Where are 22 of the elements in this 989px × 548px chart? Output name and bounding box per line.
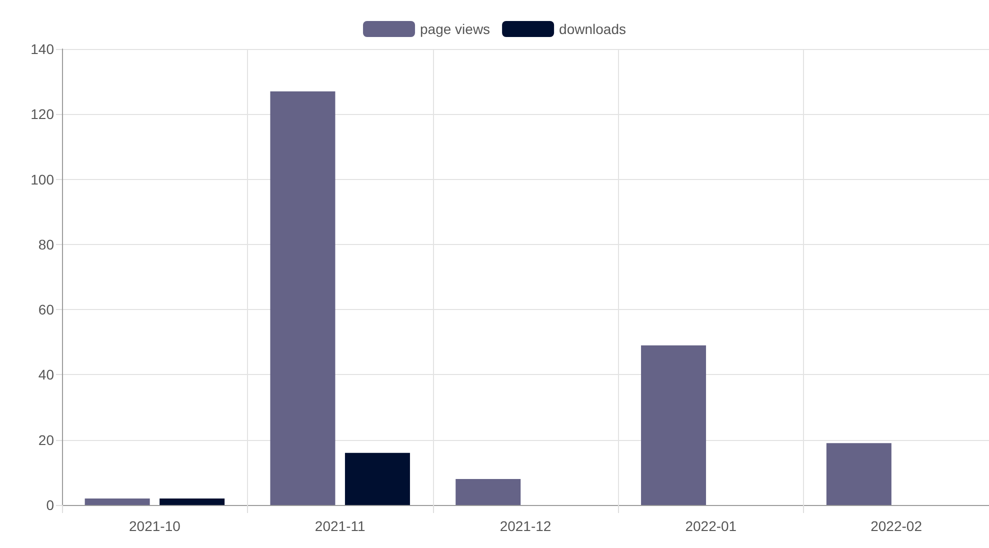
legend-label: page views <box>420 21 490 37</box>
bar <box>160 498 225 505</box>
y-tick-label: 100 <box>30 171 54 188</box>
x-tick-label: 2021-10 <box>129 518 181 534</box>
y-tick-label: 60 <box>38 302 54 318</box>
x-tick-label: 2021-12 <box>500 518 552 534</box>
bar <box>641 345 706 505</box>
y-tick-label: 0 <box>46 497 54 513</box>
bar <box>84 498 150 505</box>
y-tick-label: 140 <box>30 41 54 57</box>
legend-label: downloads <box>559 21 626 37</box>
x-tick-label: 2022-02 <box>870 518 922 534</box>
bar <box>826 443 892 505</box>
y-tick-label: 120 <box>30 106 54 122</box>
bar <box>456 478 521 505</box>
bar <box>344 452 410 505</box>
y-tick-label: 80 <box>38 236 54 252</box>
x-tick-label: 2022-01 <box>685 518 737 534</box>
y-tick-label: 40 <box>38 366 54 383</box>
y-tick-label: 20 <box>38 432 54 448</box>
x-tick-label: 2021-11 <box>314 518 366 534</box>
bar <box>270 91 336 505</box>
